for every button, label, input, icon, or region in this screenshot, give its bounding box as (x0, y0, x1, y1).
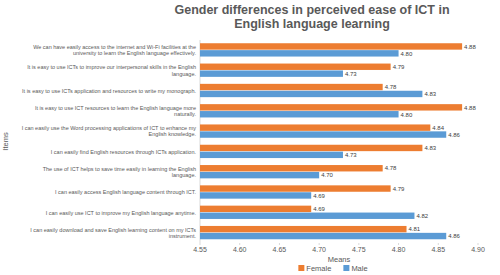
tick-label: 4.85 (431, 246, 445, 253)
tick-label: 4.75 (352, 246, 366, 253)
data-label: 4.86 (448, 132, 460, 138)
data-label: 4.84 (432, 125, 444, 131)
legend-swatch (298, 265, 304, 271)
bar (200, 104, 462, 110)
bar (200, 70, 343, 76)
bar (200, 50, 399, 56)
text-line: I can easily use ICT to improve my Engli… (46, 210, 197, 216)
tick-label: 4.80 (392, 246, 406, 253)
category-label: We can have easily access to the interne… (33, 44, 196, 56)
data-label: 4.80 (401, 51, 413, 57)
data-label: 4.79 (393, 186, 405, 192)
bar (200, 233, 446, 239)
bar (200, 185, 391, 191)
data-label: 4.88 (464, 44, 476, 50)
data-label: 4.83 (424, 145, 436, 151)
tick-label: 4.55 (193, 246, 207, 253)
text-line: language. (172, 71, 197, 77)
data-label: 4.88 (464, 105, 476, 111)
data-label: 4.86 (448, 233, 460, 239)
data-label: 4.69 (313, 193, 325, 199)
text-line: I can easily access English language con… (55, 189, 196, 195)
category-label: I can easily download and save English l… (30, 227, 196, 239)
category-label: I can easily find English resources thro… (51, 149, 197, 155)
legend-label: Female (306, 264, 331, 273)
tick (438, 243, 439, 245)
data-label: 4.82 (416, 213, 428, 219)
bar (200, 111, 399, 117)
bar (200, 206, 311, 212)
category-label: I can easily access English language con… (55, 189, 196, 195)
tick (319, 243, 320, 245)
text-line: university to learn the English language… (73, 50, 196, 56)
category-label: The use of ICT helps to save time easily… (43, 166, 197, 178)
text-line: naturally. (174, 111, 196, 117)
bar (200, 152, 343, 158)
tick-label: 4.70 (312, 246, 326, 253)
legend-label: Male (351, 264, 367, 273)
text-line: I can easily find English resources thro… (51, 149, 197, 155)
category-label: I can easily use ICT to improve my Engli… (46, 210, 197, 216)
tick-label: 4.60 (233, 246, 247, 253)
data-label: 4.80 (401, 112, 413, 118)
legend-swatch (343, 265, 349, 271)
legend: Female Male (298, 264, 367, 273)
text-line: English knowledge. (149, 131, 197, 137)
axis-title: Items (1, 132, 10, 151)
data-label: 4.69 (313, 206, 325, 212)
title: Gender differences in perceived ease of … (174, 3, 449, 31)
tick-label: 4.90 (471, 246, 485, 253)
category-label: It is easy to use ICTs application and r… (22, 88, 196, 94)
text-line: It is easy to use ICTs application and r… (22, 88, 196, 94)
data-label: 4.83 (424, 91, 436, 97)
text-line: I can easily use the Word processing app… (22, 125, 197, 131)
text-line: English language learning (234, 17, 390, 31)
bar (200, 64, 391, 70)
text-line: I can easily download and save English l… (30, 227, 196, 233)
bar (200, 84, 383, 90)
category-label: It is easy to use ICT resources to learn… (35, 105, 196, 117)
axis-title: Means (328, 255, 351, 264)
data-label: 4.73 (345, 152, 357, 158)
bar (200, 213, 414, 219)
data-label: 4.79 (393, 64, 405, 70)
data-label: 4.78 (385, 84, 397, 90)
bar (200, 145, 422, 151)
bar (200, 226, 407, 232)
category-label: I can easily use the Word processing app… (22, 125, 197, 137)
bar (200, 192, 311, 198)
data-label: 4.81 (409, 226, 421, 232)
text-line: language. (172, 172, 197, 178)
data-labels: 4.88 4.80 4.79 4.73 4.78 4.83 4.88 4.80 4.84 4.86… (313, 44, 476, 240)
tick (478, 243, 479, 245)
tick (200, 243, 201, 245)
tick-label: 4.65 (273, 246, 287, 253)
text-line: We can have easily access to the interne… (33, 44, 196, 50)
tick (279, 243, 280, 245)
bar (200, 43, 462, 49)
text-line: The use of ICT helps to save time easily… (43, 166, 196, 172)
bar (200, 91, 422, 97)
bar (200, 172, 319, 178)
data-label: 4.70 (321, 172, 333, 178)
text-line: instrument. (169, 233, 197, 239)
tick (398, 243, 399, 245)
tick (358, 243, 359, 245)
bar (200, 165, 383, 171)
bar (200, 131, 446, 137)
bar (200, 124, 430, 130)
data-label: 4.78 (385, 165, 397, 171)
data-label: 4.73 (345, 71, 357, 77)
tick (239, 243, 240, 245)
text-line: It is easy to use ICT resources to learn… (35, 105, 196, 111)
text-line: Gender differences in perceived ease of … (174, 3, 449, 17)
bars (200, 43, 462, 239)
category-label: It is easy to use ICTs to improve our in… (27, 64, 196, 76)
chart: Gender differences in perceived ease of … (0, 0, 500, 275)
text-line: It is easy to use ICTs to improve our in… (27, 64, 196, 70)
